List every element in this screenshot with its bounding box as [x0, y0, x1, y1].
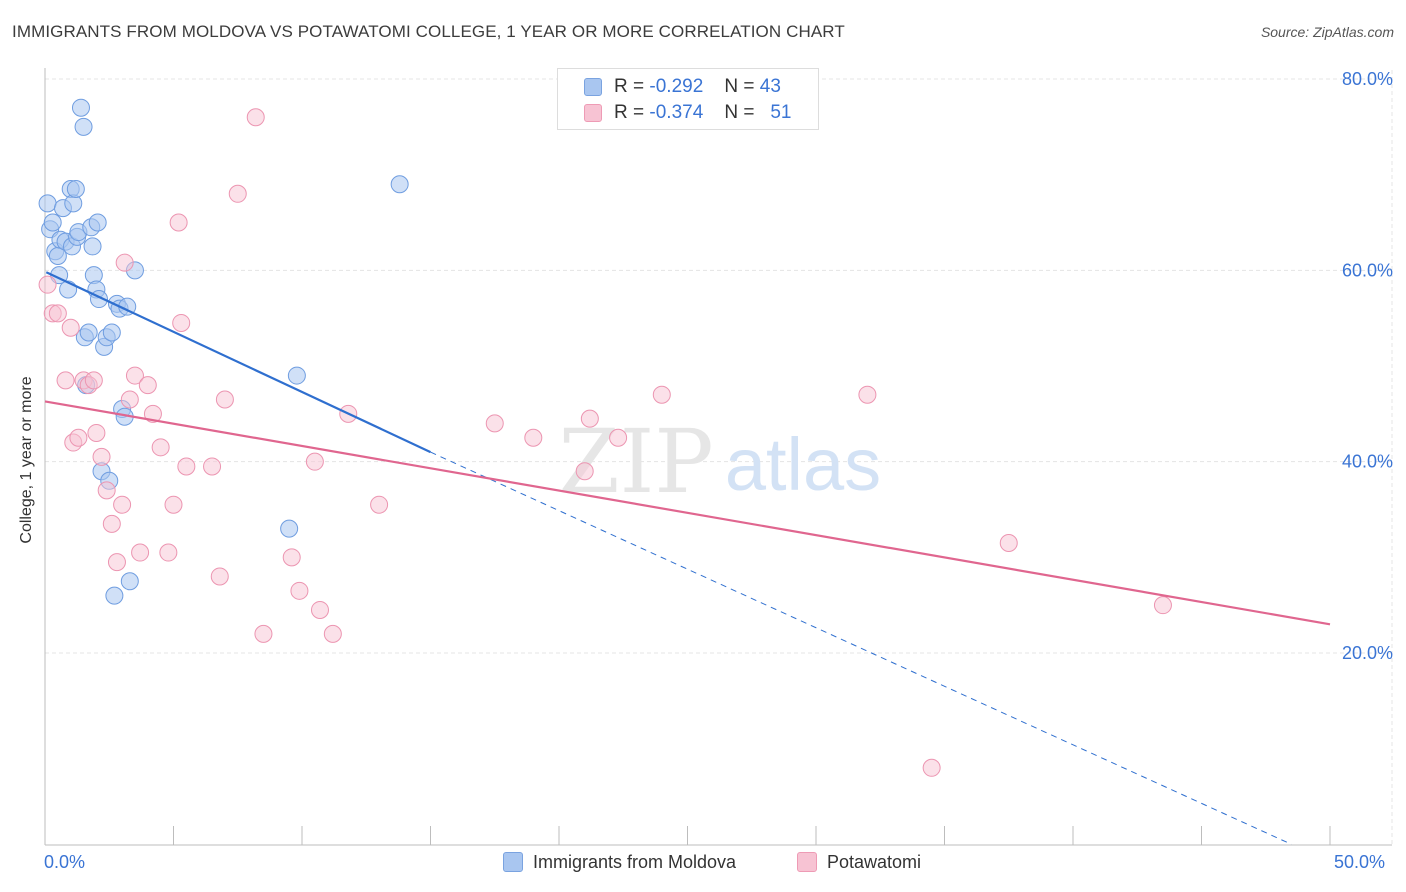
- legend-n-label: N =: [724, 102, 755, 123]
- point-potawatomi: [254, 624, 273, 643]
- chart-title: IMMIGRANTS FROM MOLDOVA VS POTAWATOMI CO…: [12, 22, 845, 41]
- point-potawatomi: [922, 758, 941, 777]
- legend-r-label: R =: [614, 76, 645, 97]
- point-moldova: [105, 586, 124, 605]
- point-potawatomi: [69, 428, 88, 447]
- bottom-legend-label-moldova: Immigrants from Moldova: [533, 852, 737, 872]
- point-potawatomi: [113, 495, 132, 514]
- trendline-moldova: [45, 271, 431, 454]
- point-potawatomi: [102, 514, 121, 533]
- point-potawatomi: [609, 428, 628, 447]
- x-tick-max: 50.0%: [1334, 852, 1386, 872]
- series-potawatomi-points: [38, 108, 1172, 777]
- point-potawatomi: [48, 304, 67, 323]
- point-potawatomi: [485, 414, 504, 433]
- point-moldova: [79, 323, 98, 342]
- point-potawatomi: [143, 404, 162, 423]
- point-potawatomi: [323, 624, 342, 643]
- y-tick-label: 20.0%: [1342, 643, 1393, 663]
- point-moldova: [43, 213, 62, 232]
- point-potawatomi: [159, 543, 178, 562]
- legend-swatch-moldova: [584, 78, 602, 96]
- legend-r-value: -0.374: [649, 102, 704, 123]
- point-potawatomi: [370, 495, 389, 514]
- point-potawatomi: [290, 581, 309, 600]
- bottom-legend-swatch-potawatomi: [797, 852, 817, 872]
- watermark: ZIP atlas: [558, 410, 881, 513]
- point-potawatomi: [228, 184, 247, 203]
- point-potawatomi: [131, 543, 150, 562]
- point-potawatomi: [215, 390, 234, 409]
- bottom-legend-swatch-moldova: [503, 852, 523, 872]
- point-potawatomi: [305, 452, 324, 471]
- point-potawatomi: [310, 600, 329, 619]
- point-potawatomi: [115, 253, 134, 272]
- point-potawatomi: [97, 481, 116, 500]
- trendline-moldova-extension: [430, 451, 1292, 845]
- legend-r-label: R =: [614, 102, 645, 123]
- point-moldova: [102, 323, 121, 342]
- y-tick-label: 60.0%: [1342, 260, 1393, 280]
- point-potawatomi: [524, 428, 543, 447]
- point-moldova: [66, 180, 85, 199]
- point-potawatomi: [999, 533, 1018, 552]
- point-potawatomi: [84, 371, 103, 390]
- watermark-atlas: atlas: [725, 423, 881, 506]
- point-potawatomi: [151, 438, 170, 457]
- y-tick-labels: 20.0% 40.0% 60.0% 80.0%: [1342, 69, 1393, 663]
- point-potawatomi: [169, 213, 188, 232]
- point-moldova: [38, 194, 57, 213]
- point-potawatomi: [210, 567, 229, 586]
- source-note: Source: ZipAtlas.com: [1260, 24, 1394, 40]
- grid-lines: [45, 70, 1393, 845]
- point-potawatomi: [172, 313, 191, 332]
- point-moldova: [71, 98, 90, 117]
- legend-n-value: 43: [759, 76, 781, 97]
- correlation-legend: R = -0.292 N = 43 R = -0.374 N = 51: [557, 68, 819, 130]
- y-tick-label: 80.0%: [1342, 69, 1393, 89]
- point-potawatomi: [38, 275, 57, 294]
- legend-swatch-potawatomi: [584, 104, 602, 122]
- point-potawatomi: [120, 390, 139, 409]
- legend-r-value: -0.292: [649, 76, 704, 97]
- series-moldova-points: [38, 98, 409, 605]
- point-moldova: [287, 366, 306, 385]
- point-potawatomi: [164, 495, 183, 514]
- point-moldova: [74, 117, 93, 136]
- point-moldova: [120, 572, 139, 591]
- point-potawatomi: [580, 409, 599, 428]
- legend-n-value: 51: [770, 102, 792, 123]
- point-moldova: [88, 213, 107, 232]
- point-potawatomi: [177, 457, 196, 476]
- trendline-potawatomi: [44, 400, 1331, 626]
- legend-n-label: N =: [724, 76, 755, 97]
- bottom-legend-moldova: Immigrants from Moldova: [503, 852, 736, 873]
- bottom-legend-potawatomi: Potawatomi: [797, 852, 921, 873]
- x-tick-min: 0.0%: [44, 852, 86, 872]
- watermark-zip: ZIP: [558, 410, 713, 513]
- point-potawatomi: [107, 553, 126, 572]
- point-potawatomi: [1153, 596, 1172, 615]
- trendlines: [44, 271, 1331, 845]
- point-potawatomi: [138, 376, 157, 395]
- point-potawatomi: [87, 423, 106, 442]
- point-potawatomi: [61, 318, 80, 337]
- point-potawatomi: [92, 447, 111, 466]
- point-potawatomi: [652, 385, 671, 404]
- point-potawatomi: [575, 462, 594, 481]
- point-potawatomi: [125, 366, 144, 385]
- point-moldova: [390, 175, 409, 194]
- y-tick-label: 40.0%: [1342, 452, 1393, 472]
- point-potawatomi: [246, 108, 265, 127]
- y-axis-label: College, 1 year or more: [18, 376, 35, 544]
- point-potawatomi: [858, 385, 877, 404]
- point-moldova: [83, 237, 102, 256]
- axes: [44, 68, 1392, 846]
- bottom-legend-label-potawatomi: Potawatomi: [827, 852, 922, 872]
- point-potawatomi: [282, 548, 301, 567]
- point-potawatomi: [56, 371, 75, 390]
- point-potawatomi: [203, 457, 222, 476]
- point-moldova: [280, 519, 299, 538]
